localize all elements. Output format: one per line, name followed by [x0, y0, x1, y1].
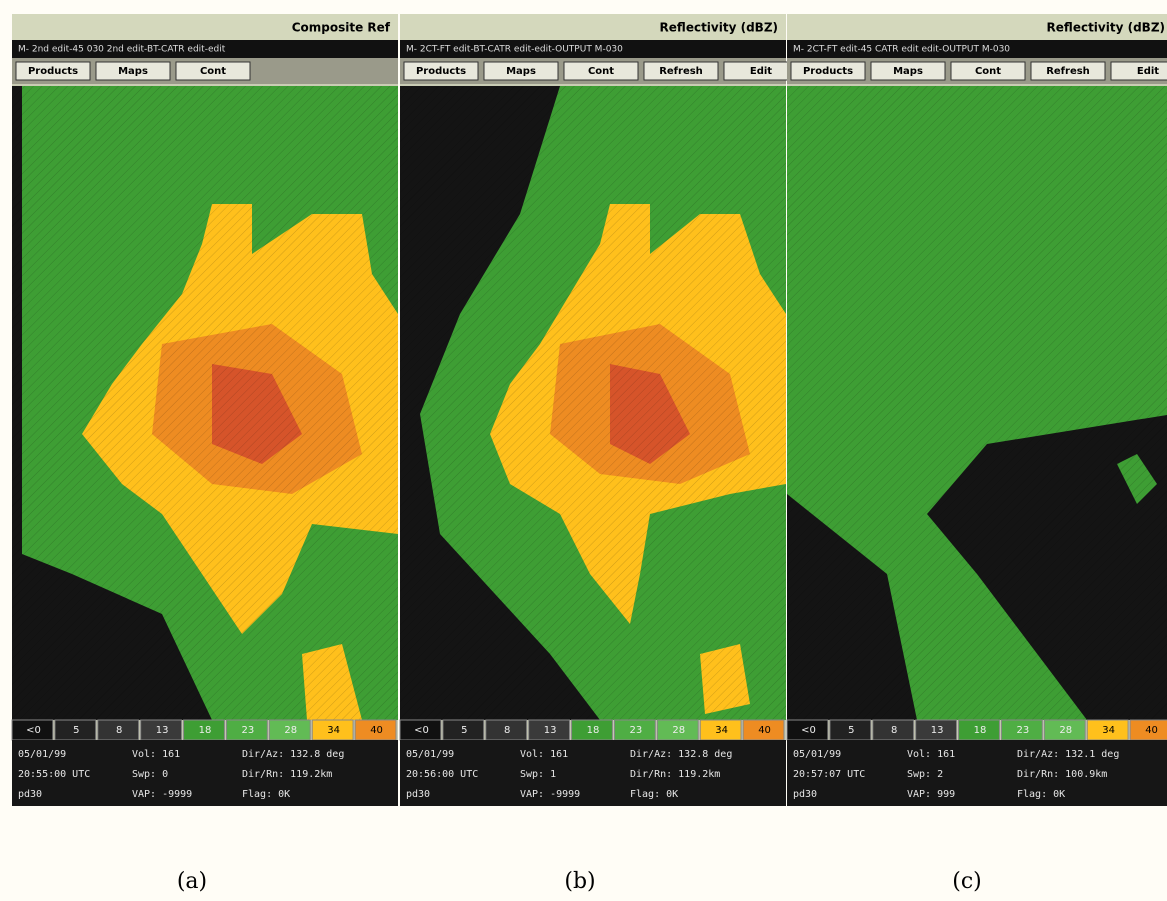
legend-label: 5 — [73, 725, 79, 736]
radar-panel: Reflectivity (dBZ) M- 2CT-FT edit-BT-CATR… — [400, 14, 798, 806]
panel-caption: (b) — [564, 869, 595, 894]
legend-label: 28 — [1059, 725, 1072, 736]
panel-title: Reflectivity (dBZ) — [660, 21, 778, 35]
legend-label: <0 — [26, 725, 41, 736]
legend-label: 40 — [1145, 725, 1158, 736]
status-text: 20:55:00 UTC — [18, 769, 90, 780]
button-label: Edit — [750, 66, 772, 77]
status-text: 05/01/99 — [406, 749, 454, 760]
status-text: 20:57:07 UTC — [793, 769, 865, 780]
legend-label: 18 — [587, 725, 600, 736]
status-text: Vol: 161 — [132, 749, 180, 760]
legend-label: 34 — [1102, 725, 1115, 736]
panel-caption: (a) — [177, 869, 207, 894]
legend-label: 23 — [242, 725, 255, 736]
legend-label: 8 — [116, 725, 122, 736]
status-text: pd30 — [406, 789, 430, 800]
toolbar-button[interactable]: Refresh — [1031, 62, 1105, 80]
panel-title: Composite Ref — [292, 21, 391, 35]
toolbar-button[interactable]: Maps — [484, 62, 558, 80]
panel-title: Reflectivity (dBZ) — [1047, 21, 1165, 35]
toolbar-button[interactable]: Cont — [176, 62, 250, 80]
status-text: Swp: 0 — [132, 769, 168, 780]
status-text: Flag: 0K — [630, 789, 678, 800]
button-label: Products — [28, 66, 78, 77]
radar-panel: Composite Ref M- 2nd edit-45 030 2nd edit… — [12, 14, 398, 806]
legend-label: 18 — [974, 725, 987, 736]
menu-text: M- 2nd edit-45 030 2nd edit-BT-CATR edit… — [18, 45, 226, 55]
legend-label: 34 — [327, 725, 340, 736]
legend-label: 34 — [715, 725, 728, 736]
legend-label: <0 — [801, 725, 816, 736]
legend-label: 13 — [931, 725, 944, 736]
status-text: Dir/Az: 132.1 deg — [1017, 749, 1119, 760]
toolbar-button[interactable]: Products — [404, 62, 478, 80]
menu-text: M- 2CT-FT edit-45 CATR edit edit-OUTPUT … — [793, 45, 1010, 55]
legend-label: 13 — [156, 725, 169, 736]
menu-text: M- 2CT-FT edit-BT-CATR edit-edit-OUTPUT … — [406, 45, 623, 55]
legend-label: 5 — [461, 725, 467, 736]
toolbar-button[interactable]: Refresh — [644, 62, 718, 80]
button-label: Maps — [893, 66, 923, 77]
figure: Composite Ref M- 2nd edit-45 030 2nd edit… — [0, 0, 1167, 901]
radar-panel: Reflectivity (dBZ) M- 2CT-FT edit-45 CATR… — [787, 14, 1167, 806]
status-text: Dir/Rn: 119.2km — [242, 769, 332, 780]
radar-texture — [12, 86, 398, 720]
button-label: Edit — [1137, 66, 1159, 77]
button-label: Maps — [506, 66, 536, 77]
toolbar-button[interactable]: Products — [791, 62, 865, 80]
legend-label: 13 — [544, 725, 557, 736]
legend-label: 40 — [758, 725, 771, 736]
status-text: Dir/Rn: 119.2km — [630, 769, 720, 780]
legend-label: 18 — [199, 725, 212, 736]
button-label: Refresh — [659, 66, 703, 77]
button-label: Products — [803, 66, 853, 77]
status-text: Swp: 1 — [520, 769, 556, 780]
status-text: 20:56:00 UTC — [406, 769, 478, 780]
status-text: pd30 — [18, 789, 42, 800]
panel-caption: (c) — [952, 869, 982, 894]
toolbar-button[interactable]: Maps — [96, 62, 170, 80]
legend-label: 23 — [630, 725, 643, 736]
legend-label: 8 — [891, 725, 897, 736]
status-text: Vol: 161 — [907, 749, 955, 760]
toolbar-button[interactable]: Cont — [951, 62, 1025, 80]
status-text: Swp: 2 — [907, 769, 943, 780]
legend-label: 5 — [848, 725, 854, 736]
button-label: Maps — [118, 66, 148, 77]
toolbar-button[interactable]: Edit — [724, 62, 798, 80]
status-text: VAP: -9999 — [132, 789, 192, 800]
status-text: 05/01/99 — [18, 749, 66, 760]
status-text: Vol: 161 — [520, 749, 568, 760]
button-label: Refresh — [1046, 66, 1090, 77]
legend-label: 28 — [284, 725, 297, 736]
toolbar-button[interactable]: Maps — [871, 62, 945, 80]
status-text: Dir/Rn: 100.9km — [1017, 769, 1107, 780]
legend-label: 8 — [504, 725, 510, 736]
toolbar-button[interactable]: Cont — [564, 62, 638, 80]
legend-label: <0 — [414, 725, 429, 736]
status-text: pd30 — [793, 789, 817, 800]
status-text: VAP: 999 — [907, 789, 955, 800]
radar-texture — [400, 86, 786, 720]
radar-texture — [787, 86, 1167, 720]
status-text: Flag: 0K — [1017, 789, 1065, 800]
toolbar-button[interactable]: Products — [16, 62, 90, 80]
legend-label: 28 — [672, 725, 685, 736]
status-text: 05/01/99 — [793, 749, 841, 760]
status-text: Dir/Az: 132.8 deg — [630, 749, 732, 760]
status-text: VAP: -9999 — [520, 789, 580, 800]
status-text: Flag: 0K — [242, 789, 290, 800]
legend-label: 23 — [1017, 725, 1030, 736]
toolbar-button[interactable]: Edit — [1111, 62, 1167, 80]
button-label: Cont — [200, 66, 226, 77]
button-label: Cont — [975, 66, 1001, 77]
legend-label: 40 — [370, 725, 383, 736]
button-label: Cont — [588, 66, 614, 77]
button-label: Products — [416, 66, 466, 77]
status-text: Dir/Az: 132.8 deg — [242, 749, 344, 760]
